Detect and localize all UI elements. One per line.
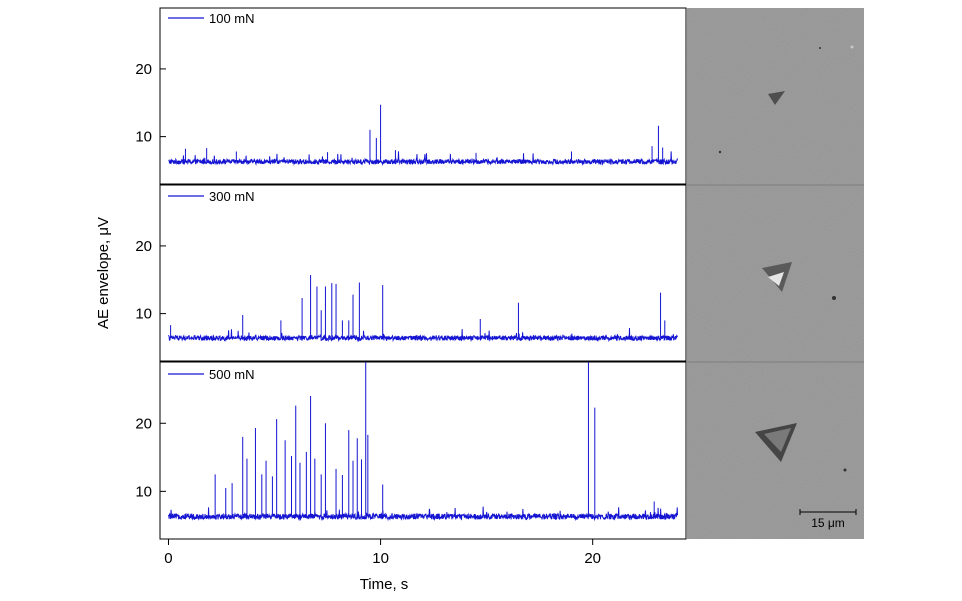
surface-particle xyxy=(843,468,847,472)
panel-500mn: 10 20 0 10 20 500 mN xyxy=(135,361,687,567)
y-tick-label: 20 xyxy=(135,238,152,255)
y-axis-title: AE envelope, μV xyxy=(95,217,112,329)
scale-bar-label: 15 μm xyxy=(811,516,845,530)
signal-trace xyxy=(168,104,678,166)
indent-100mn xyxy=(768,91,785,105)
surface-particle xyxy=(819,47,821,49)
y-axis-ticks: 10 20 xyxy=(135,415,166,500)
surface-particle xyxy=(832,296,836,300)
panel-300mn: 10 20 300 mN xyxy=(135,184,687,367)
signal-trace xyxy=(167,362,679,522)
y-tick-label: 20 xyxy=(135,415,152,432)
y-axis-ticks: 10 20 xyxy=(135,238,166,323)
indent-300mn-highlight xyxy=(768,272,784,286)
y-tick-label: 10 xyxy=(135,306,152,323)
legend-label: 100 mN xyxy=(209,11,255,26)
plot-frame xyxy=(159,361,687,540)
y-tick-label: 20 xyxy=(135,61,152,78)
x-tick-label: 0 xyxy=(164,550,172,567)
plot-frame xyxy=(159,7,687,185)
y-tick-label: 10 xyxy=(135,129,152,146)
legend-label: 300 mN xyxy=(209,189,255,204)
y-tick-label: 10 xyxy=(135,483,152,500)
x-tick-label: 20 xyxy=(584,550,601,567)
y-axis-ticks: 10 20 xyxy=(135,61,166,146)
signal-trace xyxy=(168,275,678,343)
x-tick-label: 10 xyxy=(372,550,389,567)
indent-500mn-facet xyxy=(764,428,791,452)
legend-label: 500 mN xyxy=(209,367,255,382)
scale-bar: 15 μm xyxy=(799,509,857,530)
surface-particle xyxy=(850,45,854,49)
surface-particle xyxy=(718,150,722,154)
x-axis-title: Time, s xyxy=(360,576,409,593)
panel-100mn: 10 20 100 mN xyxy=(135,7,687,190)
x-axis-ticks: 0 10 20 xyxy=(164,539,601,567)
plot-frame xyxy=(159,184,687,362)
sem-micrograph: 15 μm xyxy=(687,8,864,539)
